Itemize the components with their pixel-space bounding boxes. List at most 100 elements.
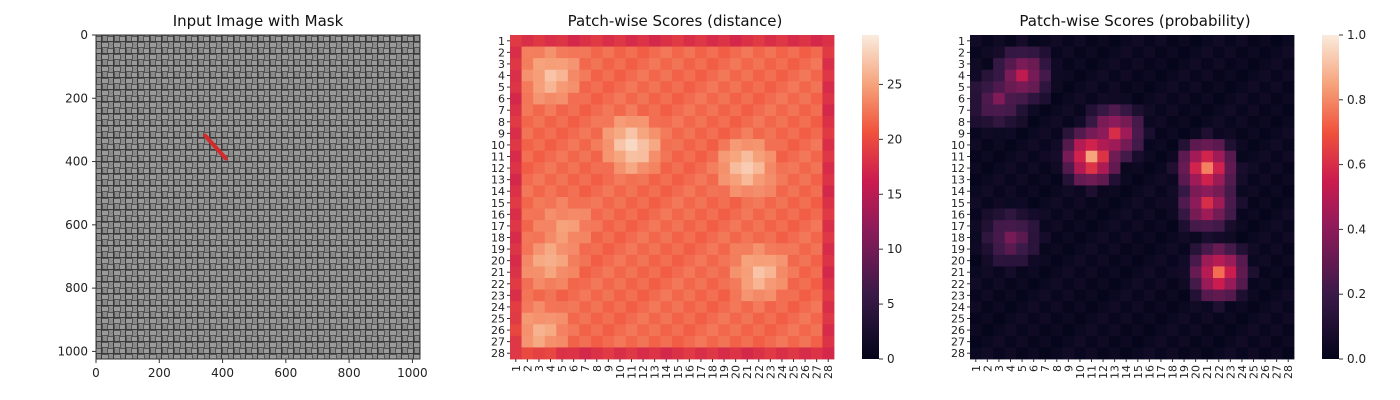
heatmap-cell [1259,335,1272,348]
heatmap-cell [753,266,765,279]
heatmap-cell [764,162,777,175]
heatmap-cell [614,312,627,325]
x-tick-label: 24 [776,365,789,379]
y-tick-label: 2 [498,46,505,59]
heatmap-cell [614,69,627,82]
heatmap-cell [1027,150,1040,163]
heatmap-cell [579,69,592,82]
x-tick-label: 18 [1167,365,1180,379]
x-tick-label: 0 [92,366,100,380]
heatmap-cell [567,197,580,209]
heatmap-cell [1039,243,1052,256]
heatmap-cell [1027,197,1040,209]
heatmap-cell [602,347,615,360]
heatmap-cell [695,231,708,244]
heatmap-cell [579,116,592,128]
heatmap-cell [1039,81,1052,94]
heatmap-cell [822,266,835,279]
heatmap-cell [787,289,800,302]
heatmap-cell [1085,104,1098,117]
heatmap-cell [822,185,835,198]
heatmap-cell [1085,289,1098,302]
heatmap-cell [556,208,569,221]
heatmap-cell [660,81,673,94]
heatmap-cell [1016,46,1029,59]
heatmap-cell [741,266,754,279]
heatmap-cell [1270,58,1283,71]
heatmap-cell [544,185,557,198]
heatmap-cell [660,150,673,163]
heatmap-cell [1004,197,1017,209]
heatmap-cell [637,312,650,325]
heatmap-cell [1236,197,1249,209]
heatmap-cell [591,266,603,279]
heatmap-cell [625,81,638,94]
heatmap-cell [1108,254,1121,267]
heatmap-cell [544,92,557,105]
heatmap-cell [1247,58,1260,71]
heatmap-cell [1097,312,1110,325]
heatmap-cell [544,69,557,82]
heatmap-cell [1039,104,1052,117]
heatmap-cell [567,312,580,325]
heatmap-cell [660,104,673,117]
heatmap-cell [683,312,696,325]
heatmap-cell [718,278,731,290]
heatmap-cell [810,46,823,59]
heatmap-cell [1282,116,1295,128]
heatmap-cell [510,46,522,59]
heatmap-cell [1189,162,1202,175]
heatmap-cell [510,335,522,348]
heatmap-cell [1178,92,1191,105]
heatmap-cell [1247,127,1260,140]
heatmap-cell [1224,347,1237,360]
heatmap-cell [533,127,546,140]
heatmap-cell [1213,92,1225,105]
heatmap-cell [810,347,823,360]
heatmap-cell [625,208,638,221]
heatmap-cell [799,58,812,71]
heatmap-cell [753,347,765,360]
heatmap-cell [672,173,684,186]
heatmap-cell [741,69,754,82]
heatmap-cell [1085,347,1098,360]
heatmap-cell [1213,278,1225,290]
x-tick-label: 23 [764,365,777,379]
heatmap-cell [1016,139,1029,152]
heatmap-cell [1166,69,1179,82]
heatmap-cell [1051,197,1063,209]
heatmap-cell [648,312,661,325]
heatmap-cell [718,173,731,186]
heatmap-cell [544,139,557,152]
heatmap-cell [810,69,823,82]
heatmap-cell [776,58,789,71]
heatmap-cell [1270,243,1283,256]
heatmap-cell [544,197,557,209]
heatmap-cell [1143,197,1156,209]
heatmap-cell [1166,116,1179,128]
heatmap-cell [1016,127,1029,140]
heatmap-cell [1016,208,1029,221]
heatmap-cell [556,347,569,360]
heatmap-cell [1236,347,1249,360]
heatmap-cell [1016,104,1029,117]
heatmap-cell [521,220,534,233]
heatmap-cell [591,69,603,82]
heatmap-cell [660,335,673,348]
heatmap-cell [533,139,546,152]
heatmap-cell [1189,254,1202,267]
heatmap-cell [1108,324,1121,337]
heatmap-cell [1062,289,1075,302]
heatmap-cell [1074,58,1087,71]
y-tick-label: 200 [65,91,88,105]
heatmap-cell [1039,301,1052,314]
heatmap-cell [683,150,696,163]
heatmap-cell [1155,324,1168,337]
heatmap-cell [1132,197,1144,209]
heatmap-cell [1282,104,1295,117]
heatmap-cell [1259,289,1272,302]
heatmap-cell [1120,150,1133,163]
heatmap-cell [1166,266,1179,279]
heatmap-cell [510,208,522,221]
